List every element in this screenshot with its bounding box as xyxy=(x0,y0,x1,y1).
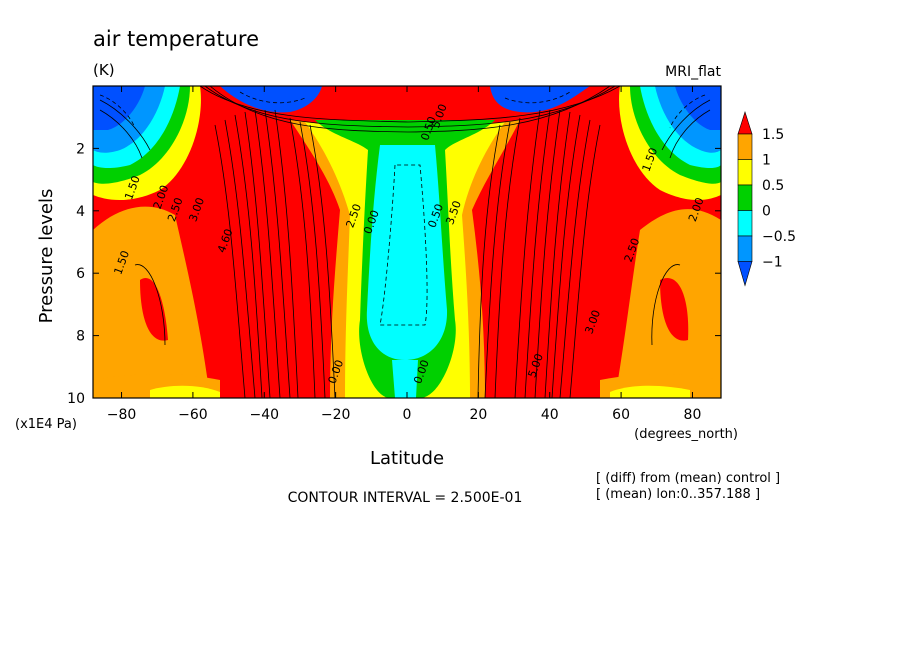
nh-surface-yellow xyxy=(610,385,690,398)
note-diff: [ (diff) from (mean) control ] xyxy=(596,471,780,486)
x-units-label: (degrees_north) xyxy=(634,427,738,442)
contour-lines xyxy=(99,86,711,398)
contour-field xyxy=(93,86,721,398)
y-tick-label: 4 xyxy=(76,204,85,220)
x-tick-label: −40 xyxy=(249,407,279,423)
colorbar-label: 0.5 xyxy=(762,178,784,194)
contour-interval-text: CONTOUR INTERVAL = 2.500E-01 xyxy=(288,490,523,506)
upper-tropical-red xyxy=(330,87,485,118)
colorbar-label: 1.5 xyxy=(762,127,784,143)
colorbar-segment xyxy=(737,133,753,160)
sh-polar-dark-blue xyxy=(93,86,145,130)
y-tick-label: 2 xyxy=(76,141,85,157)
units-label: (K) xyxy=(93,61,115,79)
x-tick-label: −80 xyxy=(107,407,137,423)
colorbar-segment xyxy=(737,184,753,211)
colorbar-label: −0.5 xyxy=(762,229,796,245)
y-axis-label: Pressure levels xyxy=(36,189,57,324)
model-label: MRI_flat xyxy=(665,64,721,80)
x-tick-label: 40 xyxy=(541,407,559,423)
y-tick-label: 10 xyxy=(67,391,85,407)
y-axis-ticks: 2 4 6 8 10 xyxy=(67,141,721,407)
x-tick-label: −20 xyxy=(321,407,351,423)
x-tick-label: −60 xyxy=(178,407,208,423)
colorbar-segment xyxy=(737,235,753,262)
x-tick-label: 0 xyxy=(403,407,412,423)
y-tick-label: 8 xyxy=(76,329,85,345)
sh-surface-yellow xyxy=(150,385,220,398)
sh-midlat-blue xyxy=(220,86,322,113)
sh-red-patch xyxy=(140,278,168,341)
colorbar-segment xyxy=(737,159,753,186)
y-tick-label: 6 xyxy=(76,266,85,282)
chart-title: air temperature xyxy=(93,27,259,51)
x-tick-label: 20 xyxy=(469,407,487,423)
nh-polar-dark-blue xyxy=(675,86,721,130)
colorbar-bottom-arrow xyxy=(737,261,753,287)
colorbar-segment xyxy=(737,210,753,237)
x-axis-ticks: −80 −60 −40 −20 0 20 40 60 80 xyxy=(107,86,702,423)
colorbar-top-arrow xyxy=(737,111,753,135)
x-tick-label: 80 xyxy=(684,407,702,423)
nh-red-patch xyxy=(660,278,689,341)
nh-midlat-blue xyxy=(490,86,590,113)
negative-contour-lines xyxy=(99,91,706,326)
tropics-cyan-base xyxy=(392,360,418,398)
x-tick-label: 60 xyxy=(612,407,630,423)
colorbar-label: −1 xyxy=(762,255,783,271)
colorbar-label: 0 xyxy=(762,204,771,220)
tropics-cyan-core xyxy=(366,145,448,360)
colorbar: 1.5 1 0.5 0 −0.5 −1 xyxy=(737,111,796,287)
y-units-label: (x1E4 Pa) xyxy=(15,417,77,432)
x-axis-label: Latitude xyxy=(370,448,444,469)
note-mean: [ (mean) lon:0..357.188 ] xyxy=(596,487,760,502)
colorbar-label: 1 xyxy=(762,153,771,169)
